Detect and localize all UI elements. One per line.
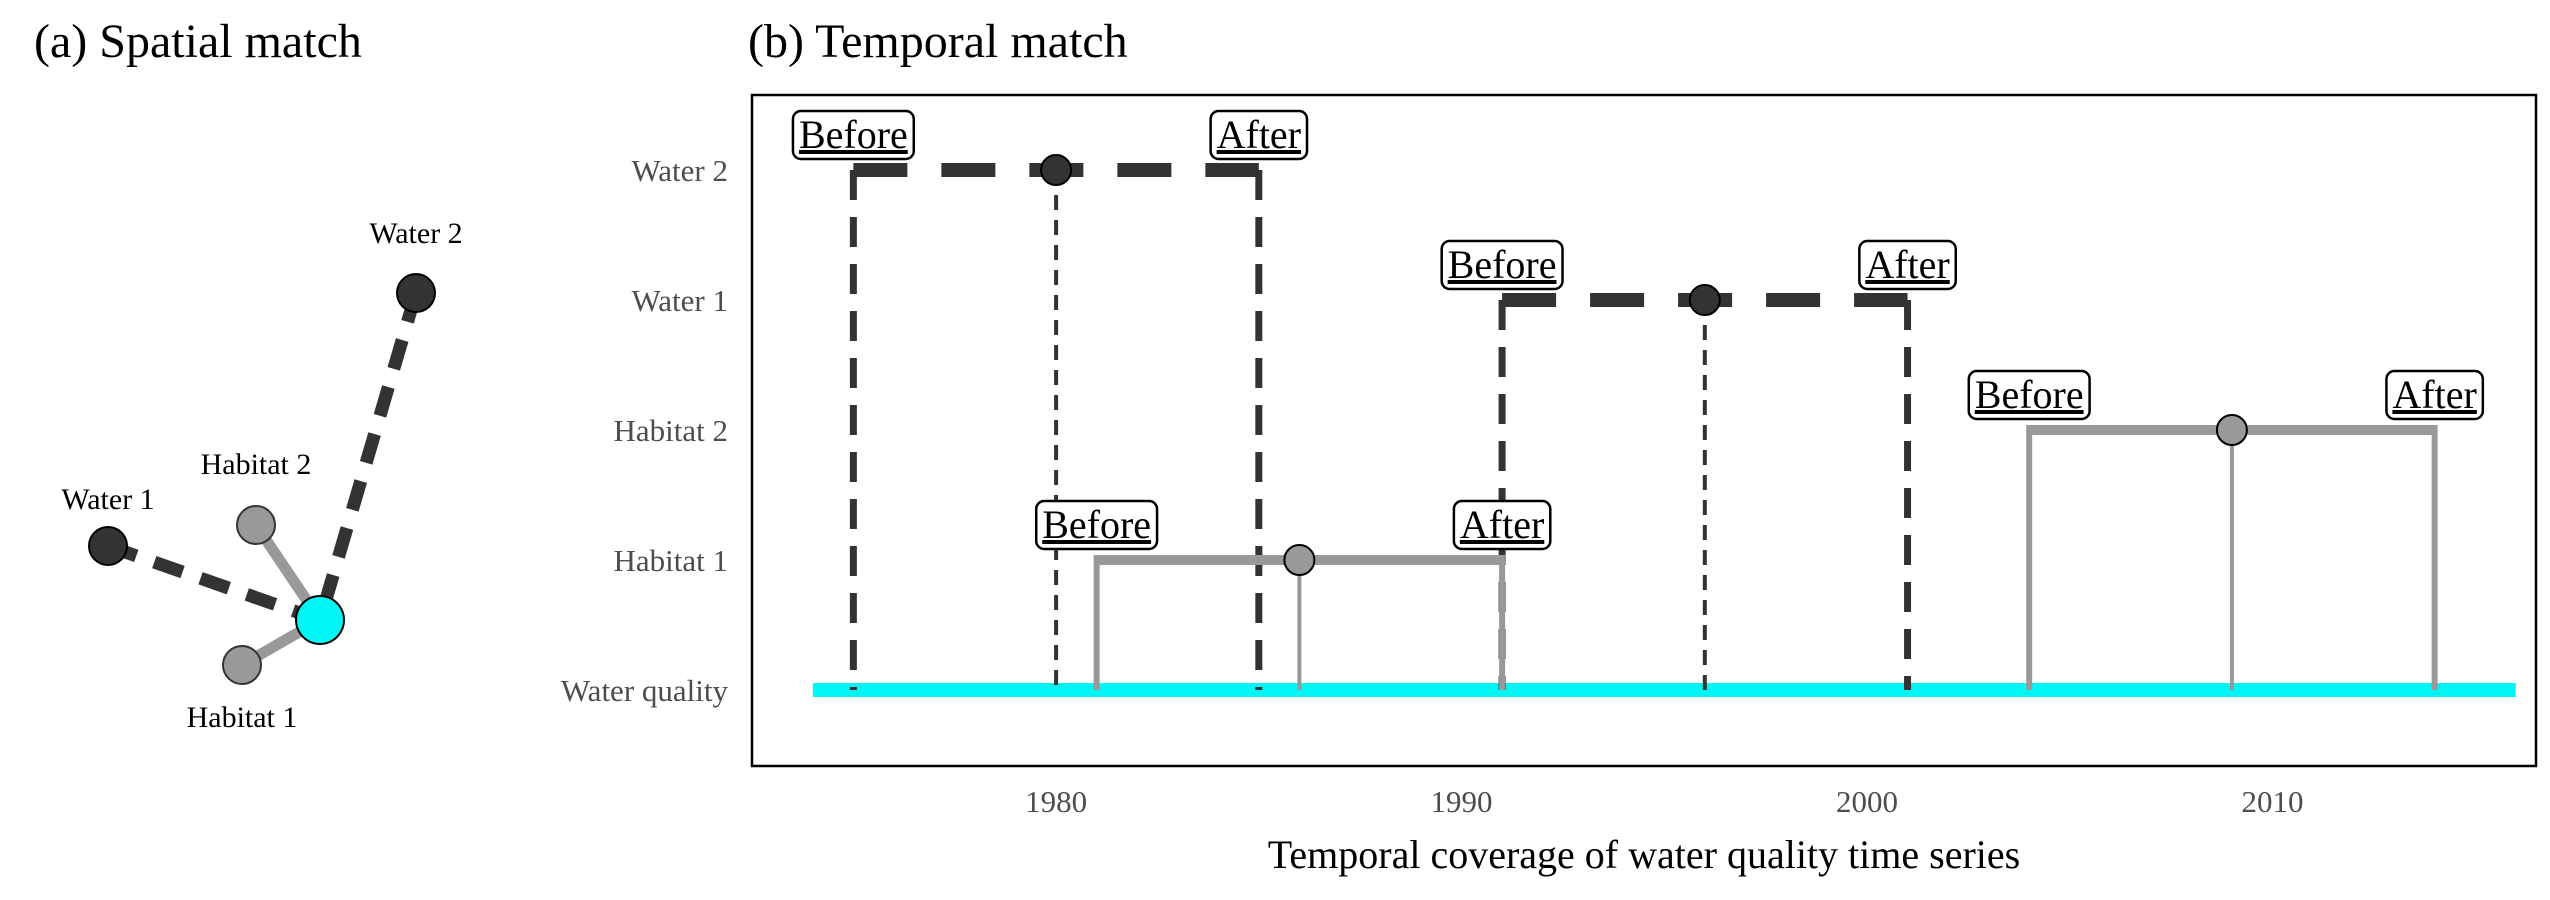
water-1-after-label-box (1858, 239, 1957, 291)
habitat-2-event-point (2215, 414, 2248, 446)
x-tick-label: 1990 (1431, 784, 1493, 819)
water-2-after-label-box (1209, 109, 1309, 161)
node-habitat2 (236, 505, 276, 545)
panel-b: (b) Temporal match Water quality Habitat … (561, 15, 2538, 877)
node-habitat1 (222, 645, 262, 685)
row-label: Habitat 2 (614, 413, 729, 448)
x-tick-label: 1980 (1025, 784, 1087, 819)
label-habitat1: Habitat 1 (187, 701, 298, 734)
habitat-2-before-label-box (1967, 369, 2091, 421)
node-water-quality (295, 595, 345, 645)
link-water1-wq (105, 539, 323, 627)
row-label: Water 1 (632, 283, 728, 318)
row-label: Water quality (561, 673, 729, 708)
x-tick-label: 2000 (1836, 784, 1898, 819)
x-tick-label: 2010 (2241, 784, 2303, 819)
habitat-1-before-label: Before (1042, 502, 1151, 547)
water-1-before-label: Before (1448, 242, 1557, 287)
water-1-before-label-box (1440, 239, 1564, 291)
habitat-2-after-label-box (2385, 369, 2485, 421)
row-label: Habitat 1 (614, 543, 729, 578)
water-2-after-label: After (1217, 112, 1301, 157)
panel-a-title: (a) Spatial match (34, 15, 362, 68)
plot-frame (750, 93, 2538, 768)
water-2-before-label: Before (799, 112, 908, 157)
water-1-after-label: After (1865, 242, 1949, 287)
label-water2: Water 2 (369, 217, 462, 250)
node-water2 (396, 273, 436, 313)
link-water2-wq (313, 291, 423, 622)
habitat-2-before-label: Before (1975, 372, 2084, 417)
panel-a: (a) Spatial match Water 2 Water 1 Habita… (34, 15, 463, 734)
timeline-plot: Water quality Habitat 1 Habitat 2 Water 1 Wa… (561, 109, 2516, 819)
node-water1 (88, 526, 128, 566)
water-1-event-point (1688, 284, 1721, 316)
water-2-before-label-box (791, 109, 916, 161)
label-water1: Water 1 (61, 483, 154, 516)
label-habitat2: Habitat 2 (201, 448, 312, 481)
habitat-1-after-label-box (1452, 499, 1552, 551)
water-2-event-point (1040, 154, 1073, 186)
panel-b-title: (b) Temporal match (748, 15, 1128, 68)
x-axis-title: Temporal coverage of water quality time … (1268, 832, 2020, 877)
habitat-2-after-label: After (2392, 372, 2476, 417)
row-label: Water 2 (632, 153, 728, 188)
habitat-1-after-label: After (1460, 502, 1544, 547)
habitat-1-event-point (1283, 544, 1316, 576)
habitat-1-before-label-box (1034, 499, 1159, 551)
